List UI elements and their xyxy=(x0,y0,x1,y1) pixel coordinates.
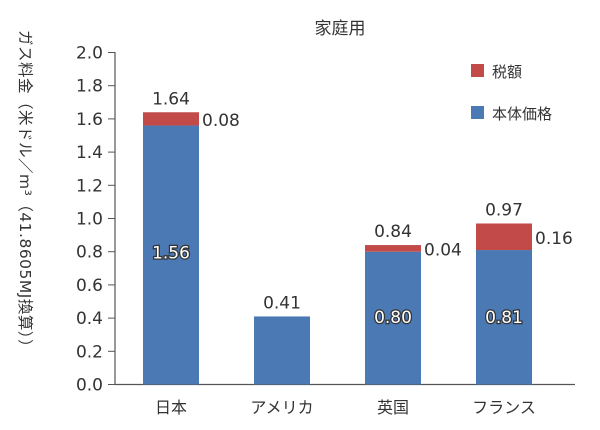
y-tick-label: 0.2 xyxy=(76,342,103,362)
legend: 税額 本体価格 xyxy=(471,63,552,123)
bar-base xyxy=(476,250,532,385)
tax-value-label: 0.08 xyxy=(202,111,240,131)
bar-tax xyxy=(365,245,421,252)
y-tick-label: 1.6 xyxy=(76,110,103,130)
x-category-label: アメリカ xyxy=(250,398,313,417)
y-tick-label: 2.0 xyxy=(76,44,103,64)
total-value-label: 0.41 xyxy=(263,293,301,313)
bar-tax xyxy=(143,112,199,126)
y-tick-label: 1.2 xyxy=(76,176,103,196)
y-tick-label: 1.4 xyxy=(76,143,103,163)
y-tick-label: 1.0 xyxy=(76,210,103,230)
y-tick-label: 1.8 xyxy=(76,77,103,97)
y-tick-label: 0.8 xyxy=(76,243,103,263)
legend-swatch-tax xyxy=(471,64,484,77)
total-value-label: 0.97 xyxy=(485,200,523,220)
base-value-label: 0.81 xyxy=(485,308,523,328)
y-tick-label: 0.0 xyxy=(76,376,103,396)
y-tick-label: 0.4 xyxy=(76,309,103,329)
bar-base xyxy=(143,125,199,385)
base-value-label: 1.56 xyxy=(152,243,190,263)
tax-value-label: 0.04 xyxy=(424,240,462,260)
y-axis-label: ガス料金（米ドル／m³（41.8605MJ換算）） xyxy=(16,30,35,355)
bar-tax xyxy=(476,223,532,251)
total-value-label: 0.84 xyxy=(374,222,412,242)
x-category-label: 日本 xyxy=(155,398,187,417)
base-value-label: 0.80 xyxy=(374,308,412,328)
chart-title: 家庭用 xyxy=(315,19,366,39)
bar-base xyxy=(254,316,310,385)
legend-label-tax: 税額 xyxy=(492,63,522,81)
y-tick-label: 0.6 xyxy=(76,276,103,296)
x-category-label: 英国 xyxy=(377,398,409,417)
bar-base xyxy=(365,251,421,385)
total-value-label: 1.64 xyxy=(152,89,190,109)
tax-value-label: 0.16 xyxy=(535,229,573,249)
legend-label-base: 本体価格 xyxy=(492,105,552,123)
x-category-label: フランス xyxy=(472,398,536,417)
legend-swatch-base xyxy=(471,106,484,119)
